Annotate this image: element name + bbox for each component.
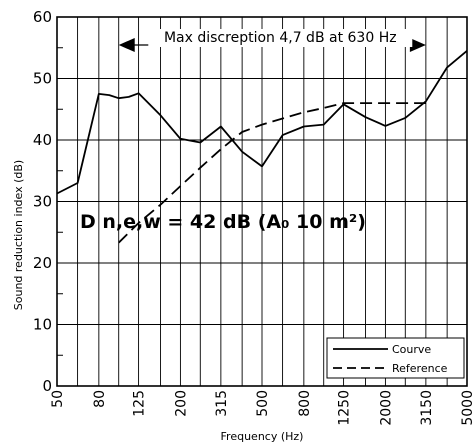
legend-box xyxy=(326,337,465,379)
arrow-right-icon xyxy=(409,38,426,52)
annotation-background xyxy=(148,29,413,47)
y-tick-label: 40 xyxy=(33,131,52,149)
legend: Courve Reference xyxy=(326,337,465,379)
series xyxy=(56,50,468,244)
x-tick-label: 200 xyxy=(173,390,189,417)
legend-label-reference: Reference xyxy=(392,362,448,375)
rating-annotation: D n,e,w = 42 dB (A₀ 10 m²) xyxy=(80,211,366,233)
y-tick-label: 30 xyxy=(33,193,52,211)
x-tick-label: 500 xyxy=(255,390,271,417)
x-tick-label: 80 xyxy=(92,390,108,408)
x-tick-label: 3150 xyxy=(419,390,435,426)
y-tick-label: 10 xyxy=(33,316,52,334)
x-tick-label: 315 xyxy=(214,390,230,417)
x-tick-label: 50 xyxy=(50,390,66,408)
y-tick-label: 50 xyxy=(33,70,52,88)
series-line-courve xyxy=(56,50,468,195)
grid xyxy=(56,17,468,386)
max-deviation-annotation: Max discreption 4,7 dB at 630 Hz xyxy=(164,30,397,46)
y-tick-labels: 0 10 20 30 40 50 60 xyxy=(33,8,52,395)
x-tick-label: 1250 xyxy=(337,390,353,426)
x-tick-label: 2000 xyxy=(378,390,394,426)
range-annotation: Max discreption 4,7 dB at 630 Hz xyxy=(118,29,426,52)
plot-frame xyxy=(56,16,468,387)
arrow-left-icon xyxy=(118,38,135,52)
x-tick-label: 5000 xyxy=(460,390,475,426)
y-axis-label: Sound reduction index (dB) xyxy=(12,160,25,310)
y-tick-label: 20 xyxy=(33,254,52,272)
x-tick-label: 125 xyxy=(132,390,148,417)
x-axis-label: Frequency (Hz) xyxy=(221,430,304,443)
y-tick-label: 60 xyxy=(33,8,52,26)
legend-label-courve: Courve xyxy=(392,343,431,356)
x-tick-labels: 50 80 125 200 315 500 800 1250 2000 3150 5000 xyxy=(50,390,475,426)
y-tick-label: 0 xyxy=(42,377,52,395)
x-tick-label: 800 xyxy=(297,390,313,417)
